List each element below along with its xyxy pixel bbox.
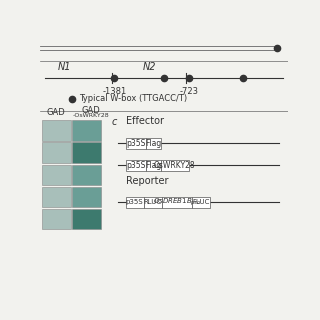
Bar: [144, 197, 162, 208]
Bar: [162, 197, 192, 208]
Text: -1381: -1381: [102, 87, 126, 96]
Bar: [125, 160, 146, 171]
Text: p35S: p35S: [126, 199, 143, 205]
Text: GAD: GAD: [82, 106, 100, 115]
Text: p35S: p35S: [126, 161, 145, 170]
Text: Effector: Effector: [125, 116, 164, 126]
Bar: [42, 164, 70, 185]
Text: Reporter: Reporter: [125, 175, 168, 186]
Bar: [42, 120, 70, 141]
Text: Flag: Flag: [146, 139, 162, 148]
Bar: [42, 209, 70, 229]
Bar: [125, 138, 146, 148]
Text: -723: -723: [179, 87, 198, 96]
Text: GAD: GAD: [46, 108, 65, 117]
Text: N1: N1: [58, 62, 72, 72]
Bar: [146, 138, 161, 148]
Bar: [72, 120, 101, 141]
Bar: [72, 187, 101, 207]
Bar: [125, 197, 144, 208]
Bar: [72, 142, 101, 163]
Bar: [146, 160, 161, 171]
Bar: [192, 197, 210, 208]
Text: c: c: [112, 117, 117, 127]
Text: p35S: p35S: [126, 139, 145, 148]
Text: Flag: Flag: [146, 161, 162, 170]
Bar: [42, 142, 70, 163]
Text: RLUC: RLUC: [144, 199, 162, 205]
Text: OsWRKY28: OsWRKY28: [154, 161, 196, 170]
Bar: [72, 164, 101, 185]
Text: N2: N2: [142, 62, 156, 72]
Bar: [161, 160, 188, 171]
Bar: [42, 187, 70, 207]
Text: -OsWRKY28: -OsWRKY28: [73, 113, 109, 118]
Text: FLUC: FLUC: [192, 199, 210, 205]
Text: $\mathit{OsDREB1B}_{pro}$: $\mathit{OsDREB1B}_{pro}$: [153, 196, 201, 208]
Text: Typical W-box (TTGACC/T): Typical W-box (TTGACC/T): [79, 94, 187, 103]
Bar: [72, 209, 101, 229]
